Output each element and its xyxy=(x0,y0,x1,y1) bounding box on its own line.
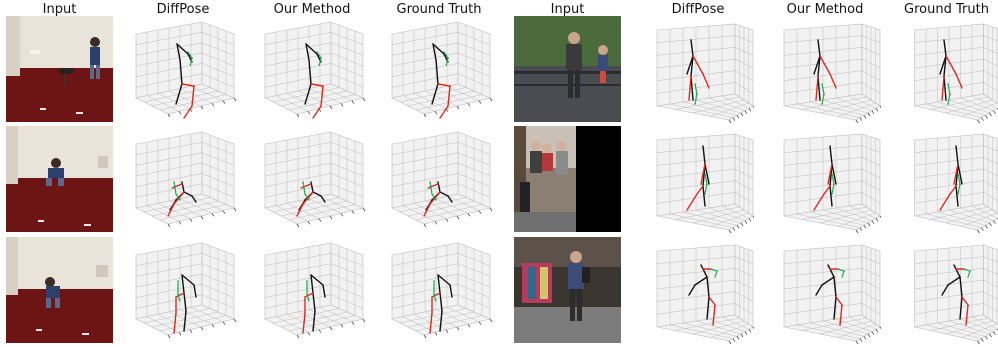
pose-plot-indoor-2-diffpose xyxy=(122,124,244,236)
pose-plot-svg xyxy=(769,235,881,347)
input-photo-indoor-3 xyxy=(6,237,113,343)
pose-plot-svg xyxy=(642,14,754,126)
pose-plot-outdoor-3-ground-truth xyxy=(895,235,998,347)
pose-plot-svg xyxy=(769,14,881,126)
pose-plot-svg xyxy=(378,235,500,347)
pose-plot-svg xyxy=(251,235,373,347)
input-photo-outdoor-2 xyxy=(514,126,621,232)
pose-plot-svg xyxy=(122,235,244,347)
input-photo-outdoor-3 xyxy=(514,237,621,343)
pose-plot-outdoor-3-diffpose xyxy=(642,235,754,347)
pose-plot-indoor-3-our-method xyxy=(251,235,373,347)
pose-plot-svg xyxy=(251,124,373,236)
pose-plot-indoor-3-ground-truth xyxy=(378,235,500,347)
input-photo-indoor-2 xyxy=(6,126,113,232)
pose-plot-svg xyxy=(895,235,998,347)
pose-plot-svg xyxy=(895,14,998,126)
input-photo-outdoor-1 xyxy=(514,16,621,122)
pose-plot-outdoor-1-our-method xyxy=(769,14,881,126)
pose-plot-outdoor-2-diffpose xyxy=(642,124,754,236)
pose-plot-svg xyxy=(378,124,500,236)
pose-plot-svg xyxy=(895,124,998,236)
pose-plot-indoor-2-ground-truth xyxy=(378,124,500,236)
input-photo-indoor-1 xyxy=(6,16,113,122)
pose-plot-outdoor-2-our-method xyxy=(769,124,881,236)
pose-plot-svg xyxy=(378,14,500,126)
pose-plot-outdoor-2-ground-truth xyxy=(895,124,998,236)
pose-plot-svg xyxy=(251,14,373,126)
pose-plot-svg xyxy=(122,14,244,126)
pose-plot-svg xyxy=(122,124,244,236)
pose-plot-svg xyxy=(642,235,754,347)
pose-plot-indoor-1-diffpose xyxy=(122,14,244,126)
pose-plot-indoor-1-ground-truth xyxy=(378,14,500,126)
pose-plot-indoor-3-diffpose xyxy=(122,235,244,347)
pose-plot-outdoor-3-our-method xyxy=(769,235,881,347)
pose-plot-svg xyxy=(769,124,881,236)
pose-plot-outdoor-1-diffpose xyxy=(642,14,754,126)
pose-plot-indoor-1-our-method xyxy=(251,14,373,126)
pose-plot-svg xyxy=(642,124,754,236)
pose-plot-outdoor-1-ground-truth xyxy=(895,14,998,126)
pose-plot-indoor-2-our-method xyxy=(251,124,373,236)
